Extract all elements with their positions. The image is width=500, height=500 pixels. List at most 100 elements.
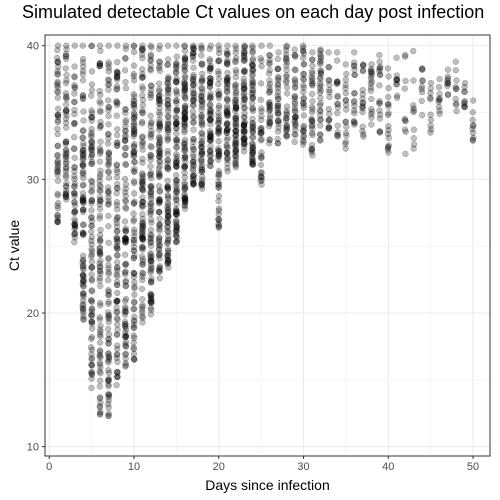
- data-point: [401, 126, 409, 133]
- x-tick-label: 30: [297, 461, 309, 473]
- data-point: [96, 60, 104, 67]
- data-point: [300, 75, 307, 83]
- data-point: [113, 243, 120, 251]
- data-point: [164, 213, 172, 220]
- data-point: [105, 168, 112, 175]
- data-point: [164, 207, 172, 214]
- data-point: [156, 124, 164, 131]
- data-point: [88, 214, 95, 222]
- data-point: [182, 95, 189, 102]
- data-point: [113, 299, 120, 306]
- data-point: [147, 257, 154, 265]
- data-point: [62, 192, 69, 199]
- data-point: [385, 142, 392, 149]
- data-point: [79, 197, 87, 205]
- data-point: [114, 252, 121, 259]
- data-point: [63, 165, 70, 172]
- data-point: [88, 237, 95, 244]
- data-point: [88, 151, 96, 159]
- data-point: [96, 194, 103, 201]
- data-point: [207, 42, 214, 49]
- data-point: [156, 208, 163, 216]
- data-point: [88, 271, 95, 278]
- data-point: [139, 45, 146, 53]
- data-point: [97, 118, 104, 125]
- data-point: [182, 102, 189, 110]
- data-point: [156, 198, 163, 205]
- data-point: [122, 343, 129, 350]
- data-point: [418, 112, 426, 119]
- data-point: [80, 127, 87, 134]
- data-point: [63, 196, 70, 203]
- data-point: [172, 239, 180, 246]
- data-point: [71, 216, 78, 223]
- data-point: [62, 79, 70, 87]
- data-point: [139, 133, 146, 140]
- data-point: [215, 184, 222, 191]
- data-point: [181, 81, 189, 88]
- data-point: [181, 80, 188, 87]
- data-point: [173, 224, 180, 232]
- data-point: [96, 267, 104, 275]
- data-point: [351, 49, 358, 56]
- data-point: [342, 97, 349, 104]
- data-point: [122, 338, 130, 346]
- data-point: [165, 236, 172, 243]
- data-point: [114, 267, 121, 274]
- data-point: [368, 105, 375, 113]
- data-point: [114, 309, 121, 316]
- data-point: [113, 297, 121, 305]
- data-point: [139, 243, 147, 251]
- data-point: [317, 70, 324, 77]
- data-point: [147, 292, 154, 300]
- data-point: [190, 179, 197, 187]
- data-point: [114, 139, 121, 146]
- data-point: [97, 326, 104, 333]
- data-point: [113, 297, 121, 304]
- data-point: [207, 143, 214, 150]
- data-point: [121, 322, 129, 330]
- data-point: [88, 346, 96, 353]
- data-point: [80, 293, 87, 300]
- data-point: [385, 126, 392, 134]
- data-point: [198, 161, 206, 169]
- data-point: [164, 186, 172, 193]
- data-point: [427, 126, 435, 133]
- data-point: [207, 106, 214, 113]
- data-point: [139, 221, 146, 228]
- data-point: [461, 88, 468, 95]
- data-point: [182, 194, 189, 201]
- data-point: [223, 151, 231, 158]
- data-point: [164, 205, 172, 213]
- data-point: [114, 214, 121, 221]
- data-point: [165, 75, 172, 82]
- data-point: [173, 77, 180, 84]
- data-point: [131, 148, 138, 155]
- data-point: [453, 77, 460, 84]
- data-point: [207, 158, 214, 166]
- data-point: [71, 230, 78, 237]
- data-point: [418, 97, 425, 105]
- data-point: [156, 265, 163, 272]
- data-point: [156, 241, 163, 249]
- data-point: [96, 158, 104, 165]
- data-point: [190, 158, 197, 166]
- data-point: [181, 141, 188, 148]
- data-point: [207, 112, 214, 119]
- data-point: [401, 53, 409, 60]
- data-point: [54, 168, 61, 175]
- data-point: [105, 169, 112, 176]
- data-point: [139, 246, 146, 253]
- data-point: [164, 212, 172, 220]
- data-point: [80, 231, 87, 238]
- data-point: [105, 359, 112, 366]
- data-point: [215, 119, 222, 126]
- data-point: [105, 315, 113, 322]
- data-point: [54, 42, 62, 49]
- data-point: [334, 57, 341, 64]
- data-point: [190, 153, 197, 161]
- data-point: [114, 289, 121, 297]
- data-point: [130, 218, 137, 225]
- x-tick-label: 0: [46, 461, 52, 473]
- data-point: [156, 148, 163, 155]
